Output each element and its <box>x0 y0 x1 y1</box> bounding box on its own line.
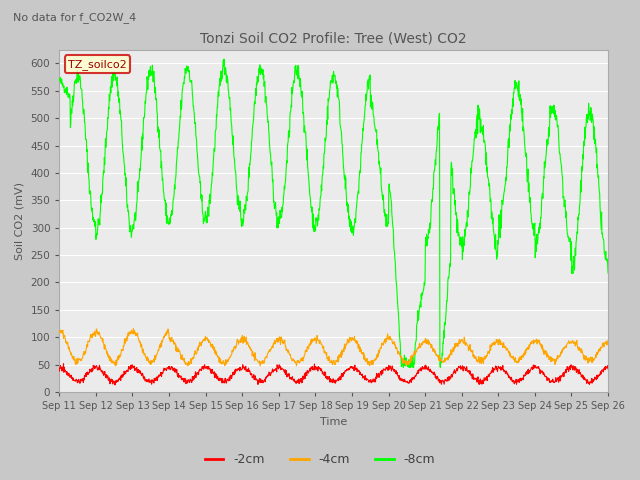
Y-axis label: Soil CO2 (mV): Soil CO2 (mV) <box>15 182 25 260</box>
Legend: TZ_soilco2: TZ_soilco2 <box>65 55 131 73</box>
X-axis label: Time: Time <box>320 417 348 427</box>
Legend: -2cm, -4cm, -8cm: -2cm, -4cm, -8cm <box>200 448 440 471</box>
Title: Tonzi Soil CO2 Profile: Tree (West) CO2: Tonzi Soil CO2 Profile: Tree (West) CO2 <box>200 32 467 46</box>
Text: No data for f_CO2W_4: No data for f_CO2W_4 <box>13 12 136 23</box>
